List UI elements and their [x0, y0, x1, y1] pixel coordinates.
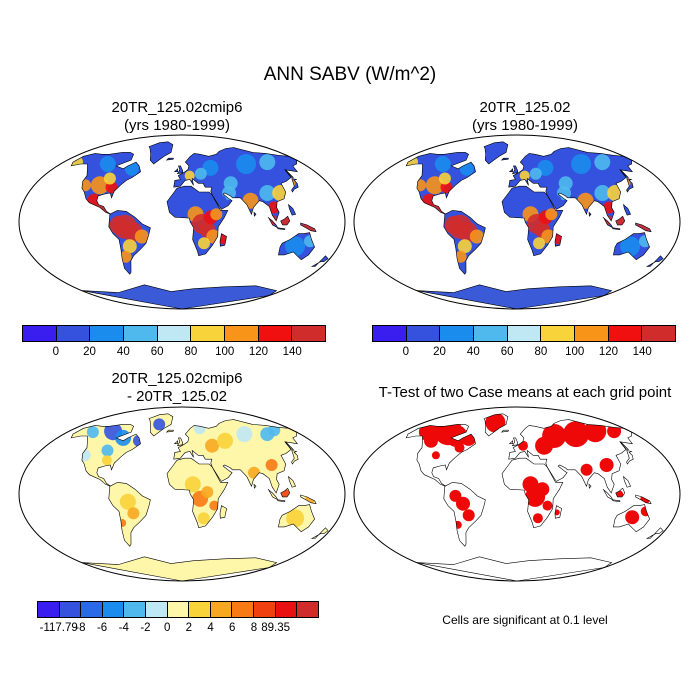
colorbar-box [38, 602, 60, 617]
figure-title: ANN SABV (W/m^2) [263, 64, 437, 85]
colorbar-box [232, 602, 255, 617]
colorbar-tick-label: 20 [83, 346, 96, 358]
colorbar-tick-label: -4 [118, 622, 129, 634]
colorbar-tick-label: 2 [185, 622, 193, 634]
colorbar-box [297, 602, 318, 617]
colorbar-difference-labels: -117.79 -8 -6 -4 -2 0 2 4 6 8 89.35 [37, 622, 319, 636]
colorbar-box [275, 602, 298, 617]
colorbar-box [59, 602, 82, 617]
colorbar-box [210, 602, 233, 617]
colorbar-tick-label: 120 [248, 346, 269, 358]
colorbar-box [167, 602, 190, 617]
panel-title-case2-line2: (yrs 1980-1999) [472, 117, 578, 134]
colorbar-box [191, 326, 226, 341]
colorbar-case1 [22, 325, 326, 342]
panel-title-difference-line2: - 20TR_125.02 [126, 388, 228, 405]
coastlines [70, 413, 329, 582]
panel-title-difference: 20TR_125.02cmip6 - 20TR_125.02 [22, 370, 332, 406]
colorbar-tick-label: 60 [150, 346, 164, 358]
colorbar-tick-label: 80 [184, 346, 198, 358]
colorbar-tick-label: 8 [250, 622, 258, 634]
colorbar-box [146, 602, 168, 617]
panel-title-ttest: T-Test of two Case means at each grid po… [378, 384, 672, 401]
colorbar-tick-label: 20 [433, 346, 446, 358]
colorbar-tick-label: -8 [75, 622, 86, 634]
panel-title-difference-line1: 20TR_125.02cmip6 [111, 370, 243, 387]
colorbar-tick-label: 0 [163, 622, 171, 634]
colorbar-box [406, 326, 441, 341]
colorbar-box [608, 326, 643, 341]
map-frame [18, 406, 346, 582]
colorbar-tick-label: 4 [207, 622, 214, 634]
map-frame [353, 134, 681, 310]
colorbar-box [373, 326, 407, 341]
colorbar-tick-label: 89.35 [261, 622, 290, 634]
significance-note: Cells are significant at 0.1 level [442, 613, 608, 627]
colorbar-box [56, 326, 91, 341]
coastlines [70, 141, 329, 310]
colorbar-box [440, 326, 475, 341]
colorbar-tick-label: 40 [116, 346, 130, 358]
colorbar-tick-label: 140 [282, 346, 302, 358]
colorbar-tick-label: 120 [598, 346, 619, 358]
coastlines [405, 413, 664, 582]
colorbar-box [474, 326, 508, 341]
colorbar-tick-label: 100 [565, 346, 585, 358]
map-case2 [353, 134, 681, 310]
colorbar-box [157, 326, 192, 341]
colorbar-box [258, 326, 293, 341]
colorbar-tick-label: 40 [466, 346, 480, 358]
colorbar-box [541, 326, 576, 341]
colorbar-box [90, 326, 125, 341]
colorbar-box [642, 326, 676, 341]
colorbar-box [189, 602, 211, 617]
colorbar-tick-label: 100 [215, 346, 235, 358]
map-ttest [353, 406, 681, 582]
colorbar-tick-label: 60 [500, 346, 514, 358]
panel-title-case1-line2: (yrs 1980-1999) [124, 117, 230, 134]
panel-title-case1: 20TR_125.02cmip6 (yrs 1980-1999) [22, 99, 332, 135]
colorbar-tick-label: 0 [52, 346, 59, 358]
colorbar-box [124, 602, 147, 617]
colorbar-box [81, 602, 103, 617]
map-difference [18, 406, 346, 582]
panel-title-case1-line1: 20TR_125.02cmip6 [111, 99, 243, 116]
colorbar-tick-label: -2 [140, 622, 151, 634]
colorbar-case2 [372, 325, 676, 342]
colorbar-tick-label: 140 [632, 346, 652, 358]
map-case1 [18, 134, 346, 310]
map-frame [353, 406, 681, 582]
colorbar-box [23, 326, 57, 341]
colorbar-tick-label: 6 [229, 622, 236, 634]
colorbar-box [102, 602, 125, 617]
colorbar-box [254, 602, 276, 617]
colorbar-box [292, 326, 326, 341]
panel-title-case2: 20TR_125.02 (yrs 1980-1999) [370, 99, 680, 135]
map-frame [18, 134, 346, 310]
colorbar-box [507, 326, 542, 341]
colorbar-difference [37, 601, 319, 618]
colorbar-box [575, 326, 609, 341]
coastlines [405, 141, 664, 310]
colorbar-case1-labels: 0 20 40 60 80 100 120 140 [22, 346, 326, 360]
panel-title-case2-line1: 20TR_125.02 [479, 99, 571, 116]
colorbar-case2-labels: 0 20 40 60 80 100 120 140 [372, 346, 676, 360]
colorbar-box [124, 326, 158, 341]
colorbar-box [225, 326, 259, 341]
colorbar-tick-label: 0 [402, 346, 409, 358]
colorbar-tick-label: -117.79 [39, 622, 78, 634]
colorbar-tick-label: -6 [96, 622, 108, 634]
colorbar-tick-label: 80 [534, 346, 548, 358]
